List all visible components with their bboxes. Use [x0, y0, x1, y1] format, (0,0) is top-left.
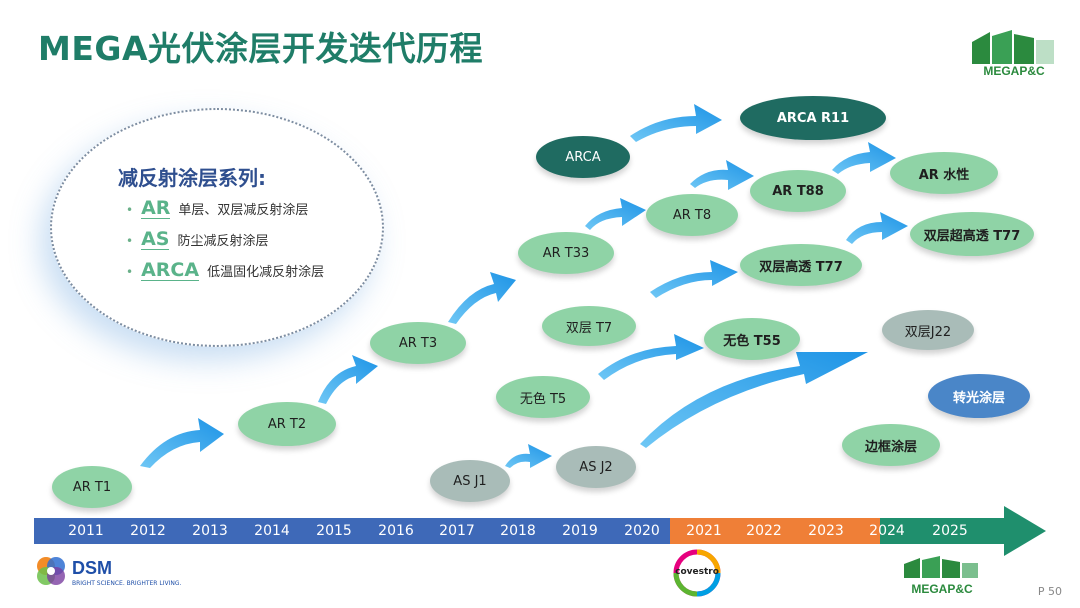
dsm-flower-icon: [37, 557, 65, 585]
node-ar-t1: AR T1: [52, 466, 132, 508]
legend-desc: 防尘减反射涂层: [177, 234, 269, 249]
timeline-year: 2014: [254, 523, 290, 539]
timeline-year: 2018: [500, 523, 536, 539]
mega-logo-top-text: MEGAP&C: [983, 64, 1045, 78]
covestro-logo: covestro: [672, 548, 722, 598]
legend-item-as: • AS 防尘减反射涂层: [126, 229, 268, 250]
timeline-year: 2024: [869, 523, 905, 539]
legend-code: ARCA: [141, 259, 200, 281]
timeline-year: 2012: [130, 523, 166, 539]
legend-code: AS: [141, 228, 170, 250]
node-ar-t88: AR T88: [750, 170, 846, 212]
timeline-year: 2011: [68, 523, 104, 539]
timeline-segment-blue: [34, 518, 670, 544]
timeline-segment-orange: [670, 518, 880, 544]
node-frame-coating: 边框涂层: [842, 424, 940, 466]
bullet-icon: •: [126, 234, 134, 248]
mega-logo-bottom: MEGAP&C: [902, 556, 982, 596]
arrow-t1-t2: [140, 418, 224, 468]
node-ar-t8: AR T8: [646, 194, 738, 236]
arrow-to-double-high: [650, 260, 738, 298]
timeline-year: 2021: [686, 523, 722, 539]
arrow-arca-r11: [630, 104, 722, 142]
legend-title: 减反射涂层系列:: [118, 166, 266, 190]
mega-building-icon: [972, 30, 1054, 64]
node-light-conversion: 转光涂层: [928, 374, 1030, 418]
node-ar-t2: AR T2: [238, 402, 336, 446]
node-colorless-t55: 无色 T55: [704, 318, 800, 360]
mega-building-icon: [904, 556, 978, 578]
legend-item-arca: • ARCA 低温固化减反射涂层: [126, 260, 324, 281]
timeline-year: 2023: [808, 523, 844, 539]
legend-item-ar: • AR 单层、双层减反射涂层: [126, 198, 308, 219]
node-double-high-t77: 双层高透 T77: [740, 244, 862, 286]
arrow-t3-t33: [448, 272, 516, 324]
arrow-t33-t8: [585, 198, 646, 230]
page-number: P 50: [1037, 585, 1062, 598]
node-ar-t3: AR T3: [370, 322, 466, 364]
node-double-j22: 双层J22: [882, 310, 974, 350]
legend-code: AR: [141, 197, 171, 219]
covestro-logo-text: covestro: [675, 567, 719, 577]
node-arca: ARCA: [536, 136, 630, 178]
arrow-j2-j22: [640, 352, 868, 448]
node-ar-t33: AR T33: [518, 232, 614, 274]
bullet-icon: •: [126, 265, 134, 279]
covestro-ring-icon: [673, 549, 721, 597]
timeline-segment-green: [880, 518, 1010, 544]
mega-logo-top: MEGAP&C: [968, 28, 1060, 78]
dsm-logo: DSM BRIGHT SCIENCE. BRIGHTER LIVING.: [34, 554, 181, 592]
legend-desc: 单层、双层减反射涂层: [178, 203, 309, 218]
legend-desc: 低温固化减反射涂层: [207, 265, 325, 280]
node-double-t7: 双层 T7: [542, 306, 636, 346]
timeline-year: 2022: [746, 523, 782, 539]
timeline-year: 2017: [439, 523, 475, 539]
bullet-icon: •: [126, 203, 134, 217]
arrow-j1-j2: [505, 444, 552, 468]
arrow-double-high-super: [846, 212, 908, 244]
node-as-j2: AS J2: [556, 446, 636, 488]
timeline-year: 2019: [562, 523, 598, 539]
timeline-arrow-head-icon: [1004, 506, 1046, 556]
timeline-year: 2025: [932, 523, 968, 539]
arrow-t2-t3: [318, 355, 378, 404]
node-double-super-t77: 双层超高透 T77: [910, 212, 1034, 256]
mega-logo-bottom-text: MEGAP&C: [911, 582, 973, 596]
node-as-j1: AS J1: [430, 460, 510, 502]
node-arca-r11: ARCA R11: [740, 96, 886, 140]
page-title: MEGA光伏涂层开发迭代历程: [38, 29, 484, 68]
timeline-year: 2020: [624, 523, 660, 539]
timeline-year: 2015: [316, 523, 352, 539]
node-colorless-t5: 无色 T5: [496, 376, 590, 418]
node-ar-water: AR 水性: [890, 152, 998, 194]
timeline-year: 2016: [378, 523, 414, 539]
timeline-year: 2013: [192, 523, 228, 539]
arrow-t5-t55: [598, 334, 704, 380]
dsm-tagline: BRIGHT SCIENCE. BRIGHTER LIVING.: [72, 580, 182, 587]
legend-panel: [50, 108, 384, 347]
arrow-t8-t88: [690, 160, 754, 190]
arrow-t88-water: [832, 142, 896, 174]
dsm-logo-text: DSM: [72, 558, 112, 578]
